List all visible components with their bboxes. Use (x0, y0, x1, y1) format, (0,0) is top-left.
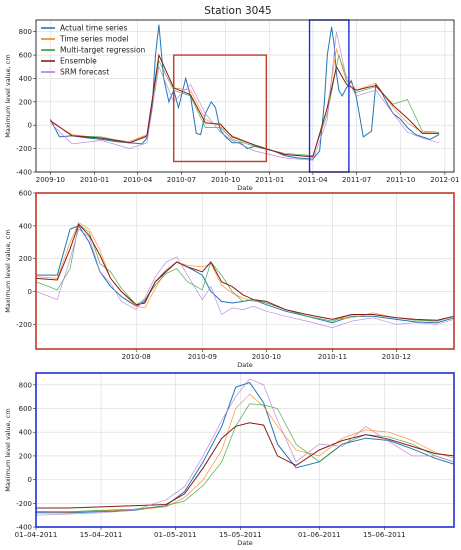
x-tick-label: 2010-10 (211, 176, 240, 184)
series-line-ensemble (36, 223, 454, 321)
series-line-actual-time-series (36, 225, 454, 324)
y-tick-label: 600 (19, 52, 32, 60)
legend-label: Time series model (59, 35, 129, 44)
y-tick-label: -200 (16, 500, 32, 508)
x-tick-label: 2012-01 (430, 176, 459, 184)
series-line-srm-forecast (36, 228, 454, 329)
y-tick-label: 0 (28, 288, 32, 296)
legend-label: SRM forecast (60, 68, 109, 77)
y-axis-label: Maximum level value, cm (4, 408, 12, 491)
x-tick-label: 2010-11 (318, 353, 347, 361)
x-tick-label: 01–04–2011 (15, 531, 58, 539)
x-tick-label: 2011-07 (342, 176, 371, 184)
y-tick-label: 0 (28, 476, 32, 484)
x-tick-label: 2011-10 (386, 176, 415, 184)
plot-frame (35, 192, 455, 350)
legend-label: Multi-target regression (60, 46, 146, 55)
y-tick-label: 200 (19, 98, 32, 106)
x-axis-label: Date (237, 539, 253, 547)
x-tick-label: 2010-10 (252, 353, 281, 361)
y-tick-label: 200 (19, 255, 32, 263)
series-group (36, 378, 454, 516)
red-zoom-panel: -200 0 200 400 600 2010-08 2010-09 2010-10 2010-… (4, 190, 455, 369)
legend-label: Actual time series (60, 24, 128, 33)
zoom-highlight-box (173, 54, 268, 163)
y-tick-label: -200 (16, 145, 32, 153)
x-tick-label: 15–05–2011 (219, 531, 262, 539)
x-tick-label: 01–05–2011 (154, 531, 197, 539)
series-group (36, 222, 454, 329)
x-tick-label: 01–06–2011 (298, 531, 341, 539)
series-line-actual-time-series (36, 381, 454, 514)
series-line-ensemble (36, 422, 454, 509)
series-line-multi-target-regression (36, 403, 454, 512)
figure-title: Station 3045 (204, 5, 271, 17)
y-tick-label: 600 (19, 190, 32, 198)
plot-frame (35, 19, 455, 173)
blue-zoom-panel: -400 -200 0 200 400 600 800 01–04–2011 15–04–201… (4, 372, 455, 547)
y-tick-label: 0 (28, 122, 32, 130)
x-tick-label: 2010-08 (122, 353, 151, 361)
y-tick-label: 800 (19, 381, 32, 389)
y-tick-label: -200 (16, 321, 32, 329)
y-tick-label: 400 (19, 222, 32, 230)
series-line-ensemble (50, 53, 440, 158)
x-tick-label: 2011-04 (298, 176, 328, 184)
series-group (49, 24, 440, 161)
y-tick-label: 800 (19, 28, 32, 36)
x-tick-label: 2010-09 (188, 353, 217, 361)
y-tick-label: 400 (19, 75, 32, 83)
y-tick-label: 600 (19, 405, 32, 413)
overview-panel: -400 -200 0 200 400 600 800 2009-10 2010-01 2010-… (4, 19, 460, 192)
x-tick-label: 2010-07 (167, 176, 196, 184)
legend: Actual time series Time series model Multi… (41, 24, 146, 77)
series-line-time-series-model (36, 393, 454, 513)
series-line-srm-forecast (50, 31, 440, 161)
x-tick-label: 2011-01 (255, 176, 284, 184)
y-tick-label: 200 (19, 452, 32, 460)
series-line-srm-forecast (36, 378, 454, 516)
series-line-multi-target-regression (36, 223, 454, 322)
y-tick-label: -400 (16, 169, 32, 177)
x-tick-label: 2010-12 (382, 353, 411, 361)
x-tick-label: 15–06–2011 (363, 531, 406, 539)
x-axis-label: Date (237, 184, 253, 192)
x-axis-label: Date (237, 361, 253, 369)
plot-frame (35, 372, 455, 528)
y-axis-label: Maximum level value, cm (4, 54, 12, 137)
y-axis-label: Maximum level value, cm (4, 229, 12, 312)
x-tick-label: 2009-10 (36, 176, 65, 184)
x-tick-label: 2010-01 (80, 176, 109, 184)
x-tick-label: 2010-04 (123, 176, 153, 184)
x-tick-label: 15–04–2011 (80, 531, 123, 539)
y-tick-label: 400 (19, 429, 32, 437)
y-tick-label: -400 (16, 524, 32, 532)
series-line-time-series-model (36, 222, 454, 321)
legend-label: Ensemble (60, 57, 97, 66)
